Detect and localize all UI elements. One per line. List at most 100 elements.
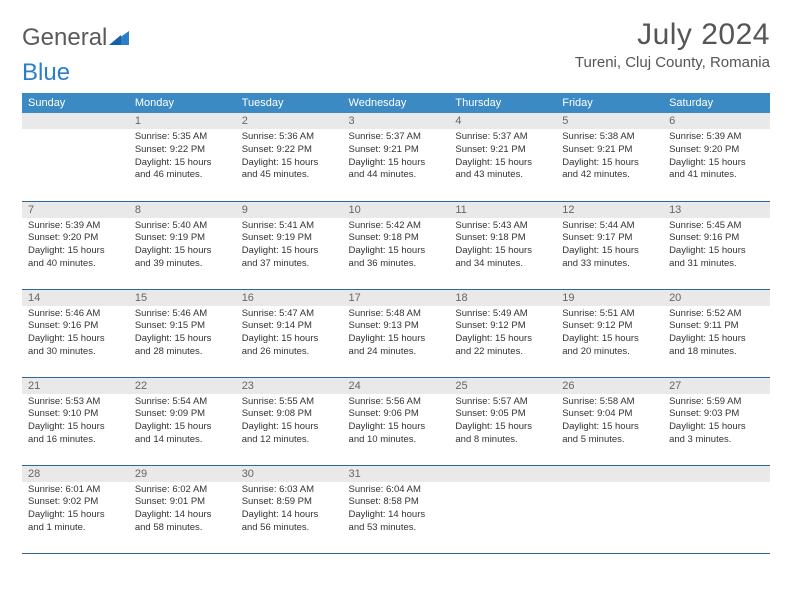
day-body: Sunrise: 5:37 AMSunset: 9:21 PMDaylight:…: [343, 129, 450, 186]
daylight-text: Daylight: 15 hours and 26 minutes.: [242, 333, 337, 359]
sunrise-text: Sunrise: 5:49 AM: [455, 308, 550, 321]
sunset-text: Sunset: 9:02 PM: [28, 496, 123, 509]
day-body: Sunrise: 5:45 AMSunset: 9:16 PMDaylight:…: [663, 218, 770, 275]
sunrise-text: Sunrise: 5:53 AM: [28, 396, 123, 409]
sunrise-text: Sunrise: 5:51 AM: [562, 308, 657, 321]
sunrise-text: Sunrise: 5:35 AM: [135, 131, 230, 144]
day-number: 7: [22, 202, 129, 218]
day-number: 2: [236, 113, 343, 129]
sunset-text: Sunset: 9:18 PM: [349, 232, 444, 245]
sunset-text: Sunset: 9:13 PM: [349, 320, 444, 333]
day-number: 8: [129, 202, 236, 218]
weekday-header: Saturday: [663, 93, 770, 113]
day-body: Sunrise: 5:39 AMSunset: 9:20 PMDaylight:…: [663, 129, 770, 186]
daylight-text: Daylight: 14 hours and 53 minutes.: [349, 509, 444, 535]
sunset-text: Sunset: 9:15 PM: [135, 320, 230, 333]
day-number: 4: [449, 113, 556, 129]
weekday-header: Monday: [129, 93, 236, 113]
daylight-text: Daylight: 15 hours and 3 minutes.: [669, 421, 764, 447]
daylight-text: Daylight: 15 hours and 46 minutes.: [135, 157, 230, 183]
day-number: 31: [343, 466, 450, 482]
sunset-text: Sunset: 9:11 PM: [669, 320, 764, 333]
sunrise-text: Sunrise: 5:52 AM: [669, 308, 764, 321]
sunrise-text: Sunrise: 5:55 AM: [242, 396, 337, 409]
sunset-text: Sunset: 9:01 PM: [135, 496, 230, 509]
day-number: 30: [236, 466, 343, 482]
day-body: Sunrise: 5:57 AMSunset: 9:05 PMDaylight:…: [449, 394, 556, 451]
sunrise-text: Sunrise: 6:01 AM: [28, 484, 123, 497]
daylight-text: Daylight: 15 hours and 28 minutes.: [135, 333, 230, 359]
sunset-text: Sunset: 9:19 PM: [242, 232, 337, 245]
sunrise-text: Sunrise: 5:46 AM: [28, 308, 123, 321]
sunrise-text: Sunrise: 5:43 AM: [455, 220, 550, 233]
sunrise-text: Sunrise: 5:37 AM: [349, 131, 444, 144]
calendar-cell: 19Sunrise: 5:51 AMSunset: 9:12 PMDayligh…: [556, 289, 663, 377]
daylight-text: Daylight: 15 hours and 14 minutes.: [135, 421, 230, 447]
day-body: Sunrise: 5:38 AMSunset: 9:21 PMDaylight:…: [556, 129, 663, 186]
sunrise-text: Sunrise: 5:59 AM: [669, 396, 764, 409]
logo-text-general: General: [22, 24, 107, 52]
day-number: 22: [129, 378, 236, 394]
day-number: 19: [556, 290, 663, 306]
page-title: July 2024: [575, 18, 770, 52]
day-number: 27: [663, 378, 770, 394]
daylight-text: Daylight: 15 hours and 42 minutes.: [562, 157, 657, 183]
day-body: Sunrise: 6:01 AMSunset: 9:02 PMDaylight:…: [22, 482, 129, 539]
day-number: 15: [129, 290, 236, 306]
sunset-text: Sunset: 9:12 PM: [455, 320, 550, 333]
calendar-cell: 23Sunrise: 5:55 AMSunset: 9:08 PMDayligh…: [236, 377, 343, 465]
calendar-table: Sunday Monday Tuesday Wednesday Thursday…: [22, 93, 770, 554]
calendar-row: 21Sunrise: 5:53 AMSunset: 9:10 PMDayligh…: [22, 377, 770, 465]
calendar-cell: 2Sunrise: 5:36 AMSunset: 9:22 PMDaylight…: [236, 113, 343, 201]
sunset-text: Sunset: 8:58 PM: [349, 496, 444, 509]
calendar-page: General July 2024 Tureni, Cluj County, R…: [0, 0, 792, 564]
sunrise-text: Sunrise: 6:04 AM: [349, 484, 444, 497]
calendar-cell: 11Sunrise: 5:43 AMSunset: 9:18 PMDayligh…: [449, 201, 556, 289]
sunset-text: Sunset: 9:04 PM: [562, 408, 657, 421]
sunset-text: Sunset: 9:17 PM: [562, 232, 657, 245]
day-number: 9: [236, 202, 343, 218]
day-body: Sunrise: 5:53 AMSunset: 9:10 PMDaylight:…: [22, 394, 129, 451]
day-body: Sunrise: 5:47 AMSunset: 9:14 PMDaylight:…: [236, 306, 343, 363]
day-body: Sunrise: 5:55 AMSunset: 9:08 PMDaylight:…: [236, 394, 343, 451]
sunrise-text: Sunrise: 5:36 AM: [242, 131, 337, 144]
day-number: [22, 113, 129, 129]
day-number: 18: [449, 290, 556, 306]
calendar-body: 1Sunrise: 5:35 AMSunset: 9:22 PMDaylight…: [22, 113, 770, 553]
sunset-text: Sunset: 9:19 PM: [135, 232, 230, 245]
calendar-cell: 12Sunrise: 5:44 AMSunset: 9:17 PMDayligh…: [556, 201, 663, 289]
calendar-cell: 21Sunrise: 5:53 AMSunset: 9:10 PMDayligh…: [22, 377, 129, 465]
logo-text-blue: Blue: [22, 59, 70, 87]
day-number: 20: [663, 290, 770, 306]
daylight-text: Daylight: 15 hours and 33 minutes.: [562, 245, 657, 271]
day-body: Sunrise: 6:02 AMSunset: 9:01 PMDaylight:…: [129, 482, 236, 539]
day-number: 24: [343, 378, 450, 394]
sunrise-text: Sunrise: 5:38 AM: [562, 131, 657, 144]
sunrise-text: Sunrise: 5:41 AM: [242, 220, 337, 233]
location-text: Tureni, Cluj County, Romania: [575, 54, 770, 71]
sunrise-text: Sunrise: 5:54 AM: [135, 396, 230, 409]
daylight-text: Daylight: 15 hours and 22 minutes.: [455, 333, 550, 359]
day-number: 11: [449, 202, 556, 218]
day-number: 21: [22, 378, 129, 394]
sunset-text: Sunset: 9:20 PM: [28, 232, 123, 245]
sunset-text: Sunset: 9:03 PM: [669, 408, 764, 421]
sunset-text: Sunset: 9:16 PM: [28, 320, 123, 333]
calendar-cell: 20Sunrise: 5:52 AMSunset: 9:11 PMDayligh…: [663, 289, 770, 377]
sunset-text: Sunset: 9:22 PM: [135, 144, 230, 157]
daylight-text: Daylight: 15 hours and 41 minutes.: [669, 157, 764, 183]
daylight-text: Daylight: 15 hours and 30 minutes.: [28, 333, 123, 359]
daylight-text: Daylight: 15 hours and 1 minute.: [28, 509, 123, 535]
sunrise-text: Sunrise: 5:46 AM: [135, 308, 230, 321]
day-number: 14: [22, 290, 129, 306]
sunset-text: Sunset: 9:12 PM: [562, 320, 657, 333]
sunset-text: Sunset: 9:22 PM: [242, 144, 337, 157]
daylight-text: Daylight: 15 hours and 36 minutes.: [349, 245, 444, 271]
sunset-text: Sunset: 9:09 PM: [135, 408, 230, 421]
weekday-header: Tuesday: [236, 93, 343, 113]
sunset-text: Sunset: 9:18 PM: [455, 232, 550, 245]
day-body: Sunrise: 5:59 AMSunset: 9:03 PMDaylight:…: [663, 394, 770, 451]
day-number: [663, 466, 770, 482]
daylight-text: Daylight: 15 hours and 16 minutes.: [28, 421, 123, 447]
weekday-header: Friday: [556, 93, 663, 113]
